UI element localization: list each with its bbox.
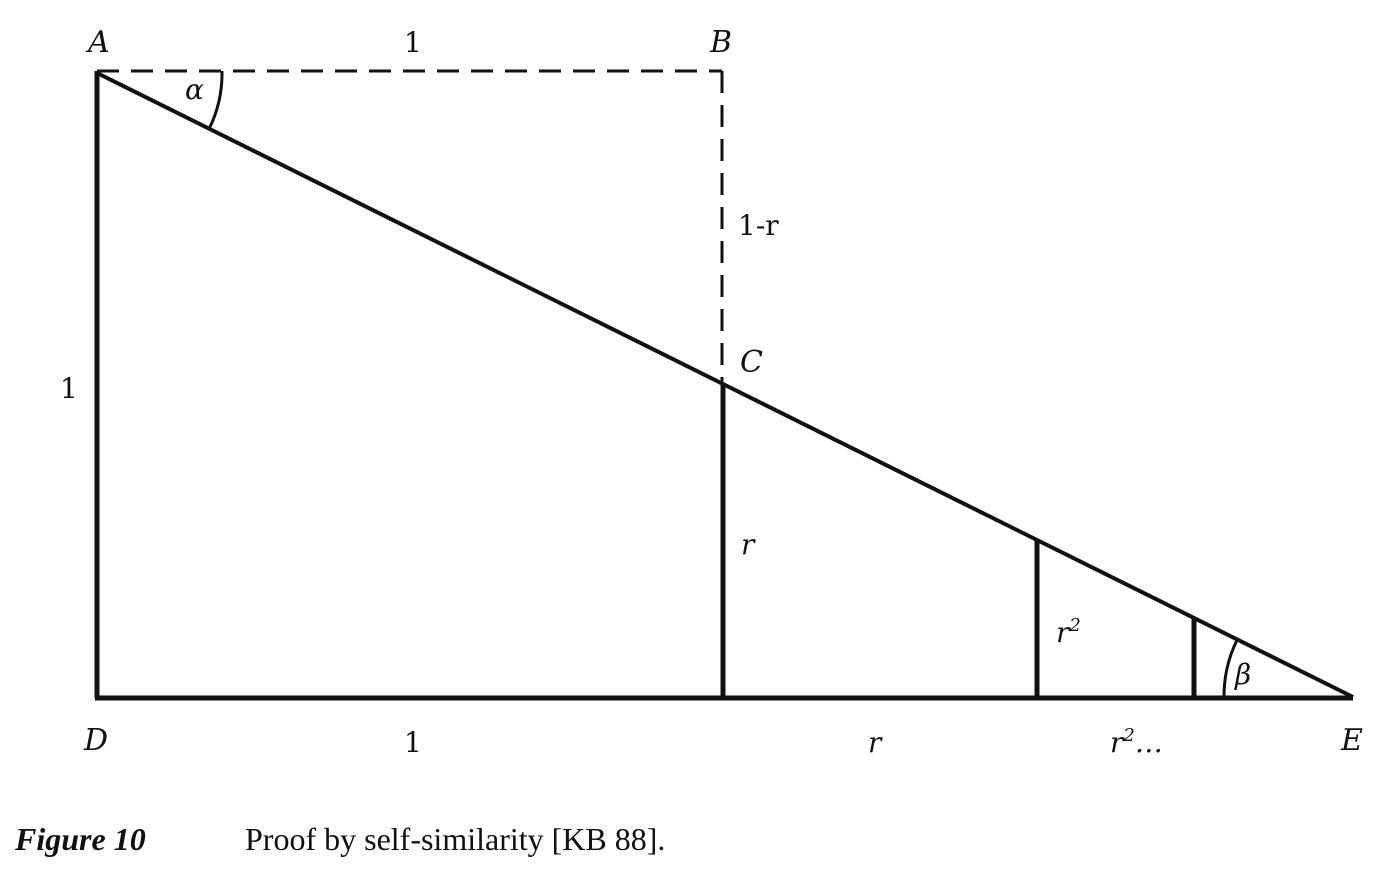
angle-alpha-arc bbox=[207, 70, 224, 130]
base-third-suffix: … bbox=[1135, 726, 1163, 759]
length-label-cd-vertical: r bbox=[741, 528, 756, 561]
base-third-base: r bbox=[1110, 726, 1125, 759]
length-label-vertical-third: r2 bbox=[1056, 615, 1081, 649]
point-label-a: A bbox=[85, 25, 110, 60]
angle-beta-arc bbox=[1222, 639, 1239, 699]
length-label-ab: 1 bbox=[404, 26, 422, 59]
base-third-exponent: 2 bbox=[1122, 725, 1134, 746]
length-label-ad: 1 bbox=[60, 372, 78, 405]
point-label-c: C bbox=[740, 345, 763, 380]
figure-caption: Proof by self-similarity [KB 88]. bbox=[245, 821, 665, 857]
vertical-third-base: r bbox=[1056, 616, 1071, 649]
length-label-de-first: 1 bbox=[404, 726, 422, 759]
length-label-bc: 1-r bbox=[738, 209, 779, 242]
angle-label-beta: β bbox=[1234, 658, 1251, 691]
point-label-e: E bbox=[1340, 723, 1363, 758]
length-label-base-third: r2… bbox=[1110, 725, 1163, 759]
point-label-b: B bbox=[709, 25, 732, 60]
angle-label-alpha: α bbox=[185, 73, 204, 106]
length-label-base-second: r bbox=[868, 726, 883, 759]
figure-number: Figure 10 bbox=[14, 821, 146, 857]
vertical-third-exponent: 2 bbox=[1068, 615, 1080, 636]
point-label-d: D bbox=[83, 723, 108, 758]
